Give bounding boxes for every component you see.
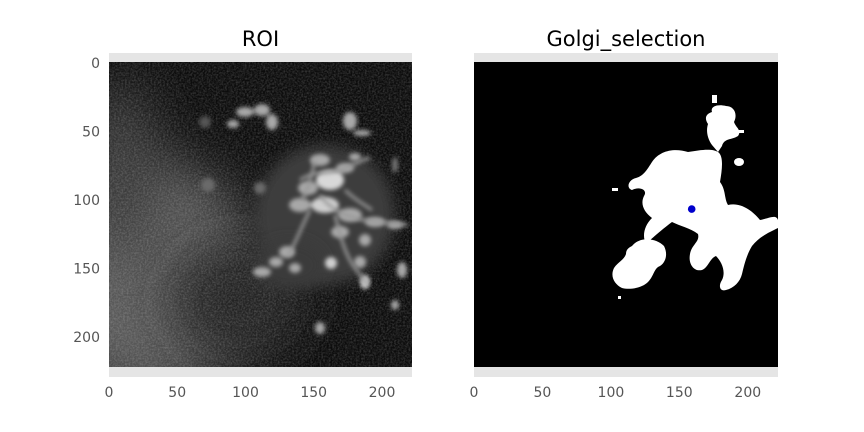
roi-y-tick-label: 150 bbox=[73, 262, 100, 278]
golgi-mask-image bbox=[474, 62, 778, 367]
roi-y-tick-label: 100 bbox=[73, 193, 100, 209]
roi-x-tick-label: 200 bbox=[369, 385, 396, 401]
roi-x-tick-label: 50 bbox=[168, 385, 186, 401]
golgi-x-tick-label: 0 bbox=[470, 385, 479, 401]
golgi-x-ticks: 0 50 100 150 200 bbox=[470, 385, 762, 401]
golgi-x-tick-label: 50 bbox=[533, 385, 551, 401]
roi-x-tick-label: 0 bbox=[105, 385, 114, 401]
roi-axes: ROI bbox=[73, 27, 412, 401]
golgi-title: Golgi_selection bbox=[546, 27, 705, 52]
golgi-x-tick-label: 100 bbox=[598, 385, 625, 401]
golgi-x-tick-label: 150 bbox=[666, 385, 693, 401]
roi-y-tick-label: 0 bbox=[91, 56, 100, 72]
roi-x-tick-label: 150 bbox=[300, 385, 327, 401]
roi-x-ticks: 0 50 100 150 200 bbox=[105, 385, 396, 401]
golgi-axes: Golgi_selection 0 50 100 bbox=[470, 27, 778, 401]
roi-x-tick-label: 100 bbox=[232, 385, 259, 401]
roi-image bbox=[109, 62, 412, 367]
roi-y-ticks: 0 50 100 150 200 bbox=[73, 56, 100, 346]
mask-region bbox=[612, 95, 778, 299]
roi-y-tick-label: 50 bbox=[82, 125, 100, 141]
centroid-marker bbox=[687, 205, 696, 213]
roi-y-tick-label: 200 bbox=[73, 330, 100, 346]
golgi-x-tick-label: 200 bbox=[734, 385, 761, 401]
roi-title: ROI bbox=[242, 27, 279, 51]
